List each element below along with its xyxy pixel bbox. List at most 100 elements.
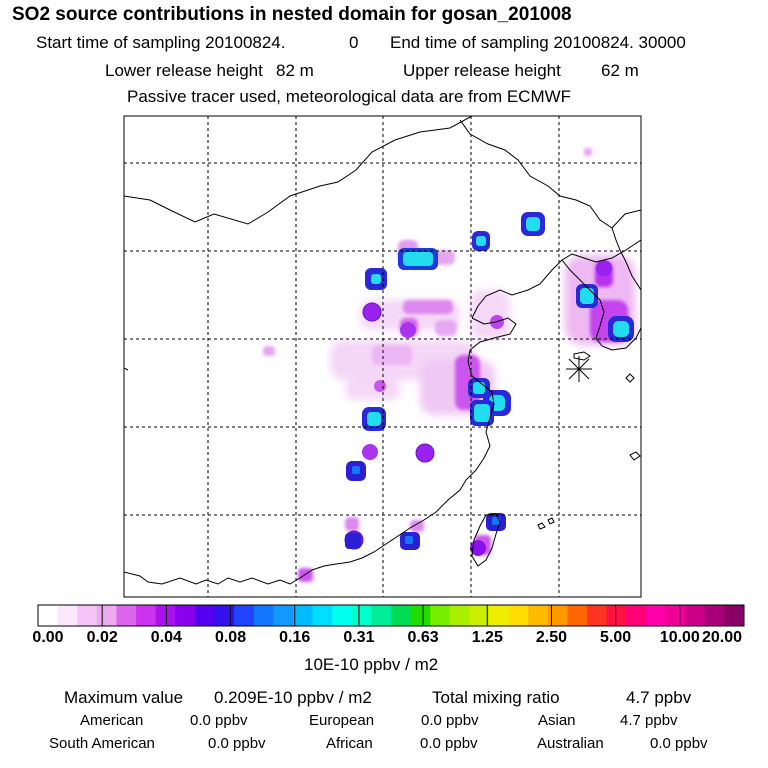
colorbar-swatch xyxy=(528,605,549,626)
plume-south xyxy=(345,380,400,400)
region-african-value: 0.0 ppbv xyxy=(420,735,478,752)
colorbar-tick-label: 0.08 xyxy=(214,629,247,646)
colorbar-swatch xyxy=(645,605,667,626)
colorbar-swatch xyxy=(508,605,529,626)
colorbar-swatch xyxy=(724,605,745,626)
colorbar-swatch xyxy=(312,605,333,626)
colorbar-swatch xyxy=(489,605,510,626)
colorbar-tick-label: 0.04 xyxy=(150,629,182,646)
lat-lon-grid xyxy=(124,116,641,597)
receptor-star-icon xyxy=(566,356,592,382)
blob-hunan xyxy=(362,444,378,460)
start-time-value: 0 xyxy=(349,33,359,52)
colorbar-swatch xyxy=(449,605,470,626)
region-european-value: 0.0 ppbv xyxy=(421,712,479,729)
colorbar-swatch xyxy=(96,605,117,626)
region-american-value: 0.0 ppbv xyxy=(190,712,248,729)
blob-hebei-west xyxy=(362,302,382,322)
hotspot-nanning xyxy=(345,533,361,549)
coast-china xyxy=(124,317,517,585)
colorbar-tick-label: 0.16 xyxy=(279,629,311,646)
colorbar-swatch xyxy=(253,605,274,626)
region-asian-value: 4.7 ppbv xyxy=(620,712,678,729)
colorbar-tick-label: 10.00 xyxy=(659,629,700,646)
colorbar-swatch xyxy=(685,605,706,626)
colorbar-tick-label: 0.02 xyxy=(86,629,118,646)
island-1 xyxy=(625,373,635,383)
colorbar-tick-label: 1.25 xyxy=(471,629,503,646)
source-far-north xyxy=(584,148,592,156)
lower-height-label: Lower release height xyxy=(105,61,263,80)
colorbar-swatch xyxy=(469,605,490,626)
blob-korea-north xyxy=(596,260,612,276)
island-2 xyxy=(629,451,641,461)
colorbar-swatch xyxy=(351,605,372,626)
region-american-label: American xyxy=(80,712,144,729)
total-mixing-label: Total mixing ratio xyxy=(432,688,560,707)
colorbar-swatch xyxy=(665,605,686,626)
source-shanxi xyxy=(403,300,453,314)
colorbar-swatch xyxy=(273,605,294,626)
colorbar-tick-label: 0.63 xyxy=(407,629,439,646)
colorbar-swatch xyxy=(587,605,608,626)
colorbar-swatch xyxy=(430,605,451,626)
upper-height-value: 62 m xyxy=(601,61,639,80)
coast-korea-east xyxy=(611,227,641,291)
colorbar-tick-label: 0.00 xyxy=(32,629,64,646)
plume-shandong xyxy=(470,290,510,340)
colorbar-swatch xyxy=(175,605,196,626)
region-asian-label: Asian xyxy=(538,712,576,729)
max-value: 0.209E-10 ppbv / m2 xyxy=(214,688,372,707)
tracer-note: Passive tracer used, meteorological data… xyxy=(127,87,572,106)
colorbar-swatch xyxy=(116,605,137,626)
region-african-label: African xyxy=(326,735,373,752)
colorbar-swatch xyxy=(547,605,568,626)
colorbar-swatch xyxy=(214,605,235,626)
colorbar-swatch xyxy=(391,605,412,626)
colorbar-swatch xyxy=(704,605,725,626)
coast-bohai xyxy=(471,239,641,319)
purple-layer xyxy=(344,260,612,556)
colorbar-swatch xyxy=(136,605,157,626)
colorbar-unit: 10E-10 ppbv / m2 xyxy=(304,655,439,674)
colorbar-tick-label: 20.00 xyxy=(701,629,743,646)
coast-korea-west xyxy=(561,259,641,351)
colorbar-swatch xyxy=(155,605,176,626)
blob-shanxi xyxy=(400,322,416,338)
colorbar-swatch xyxy=(626,605,647,626)
border-mongolia xyxy=(124,116,473,225)
colorbar-swatch xyxy=(606,605,627,626)
source-henan xyxy=(435,320,457,336)
colorbar-tick-label: 2.50 xyxy=(535,629,568,646)
total-mixing-value: 4.7 ppbv xyxy=(626,688,692,707)
max-value-label: Maximum value xyxy=(64,688,184,707)
colorbar-swatch xyxy=(410,605,431,626)
map-area xyxy=(124,116,641,597)
region-european-label: European xyxy=(309,712,375,729)
colorbar-swatch xyxy=(567,605,588,626)
source-guangxi xyxy=(345,517,359,531)
coast-jeju xyxy=(573,351,591,361)
colorbar-tick-label: 0.31 xyxy=(343,629,375,646)
region-south-american-label: South American xyxy=(49,735,155,752)
page-title: SO2 source contributions in nested domai… xyxy=(12,4,572,25)
source-west xyxy=(263,346,275,356)
colorbar-swatch xyxy=(57,605,78,626)
coastlines xyxy=(124,116,641,585)
colorbar xyxy=(37,604,745,627)
start-time-label: Start time of sampling 20100824. xyxy=(36,33,286,52)
map-frame xyxy=(123,115,642,598)
border-northeast xyxy=(459,119,641,229)
colorbar-swatch xyxy=(292,605,314,626)
island-3 xyxy=(537,522,546,530)
colorbar-swatch xyxy=(77,605,98,626)
upper-height-label: Upper release height xyxy=(403,61,561,80)
region-south-american-value: 0.0 ppbv xyxy=(208,735,266,752)
end-time-label: End time of sampling 20100824. 30000 xyxy=(390,33,686,52)
colorbar-swatch xyxy=(332,605,353,626)
island-4 xyxy=(547,517,555,525)
colorbar-frame xyxy=(37,604,745,627)
blob-jiangxi xyxy=(415,443,435,463)
region-australian-label: Australian xyxy=(537,735,604,752)
